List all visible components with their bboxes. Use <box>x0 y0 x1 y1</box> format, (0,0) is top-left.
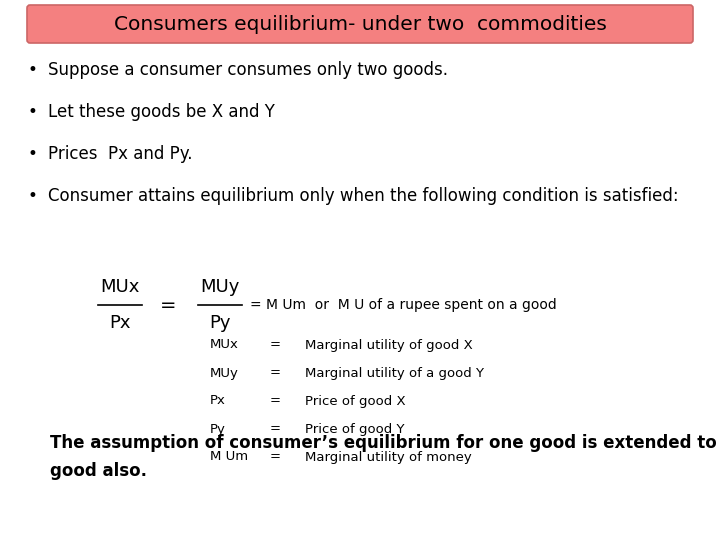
Text: =: = <box>269 395 281 408</box>
Text: =: = <box>269 339 281 352</box>
Text: Marginal utility of money: Marginal utility of money <box>305 450 472 463</box>
Text: Consumers equilibrium- under two  commodities: Consumers equilibrium- under two commodi… <box>114 15 606 33</box>
Text: Price of good Y: Price of good Y <box>305 422 405 435</box>
Text: •: • <box>28 187 38 205</box>
Text: •: • <box>28 103 38 121</box>
Text: •: • <box>28 61 38 79</box>
Text: =: = <box>269 367 281 380</box>
Text: =: = <box>269 450 281 463</box>
Text: The assumption of consumer’s equilibrium for one good is extended to two
good al: The assumption of consumer’s equilibrium… <box>50 434 720 480</box>
Text: MUx: MUx <box>210 339 239 352</box>
Text: Consumer attains equilibrium only when the following condition is satisfied:: Consumer attains equilibrium only when t… <box>48 187 679 205</box>
Text: Price of good X: Price of good X <box>305 395 405 408</box>
Text: Px: Px <box>210 395 226 408</box>
Text: Marginal utility of good X: Marginal utility of good X <box>305 339 473 352</box>
Text: MUy: MUy <box>200 278 240 296</box>
Text: •: • <box>28 145 38 163</box>
Text: Px: Px <box>109 314 131 332</box>
FancyBboxPatch shape <box>27 5 693 43</box>
Text: MUy: MUy <box>210 367 239 380</box>
Text: Suppose a consumer consumes only two goods.: Suppose a consumer consumes only two goo… <box>48 61 448 79</box>
Text: Py: Py <box>210 422 226 435</box>
Text: Marginal utility of a good Y: Marginal utility of a good Y <box>305 367 484 380</box>
Text: =: = <box>269 422 281 435</box>
Text: = M Um  or  M U of a rupee spent on a good: = M Um or M U of a rupee spent on a good <box>250 298 557 312</box>
Text: Let these goods be X and Y: Let these goods be X and Y <box>48 103 275 121</box>
Text: MUx: MUx <box>100 278 140 296</box>
Text: M Um: M Um <box>210 450 248 463</box>
Text: =: = <box>160 295 176 314</box>
Text: Prices  Px and Py.: Prices Px and Py. <box>48 145 192 163</box>
Text: Py: Py <box>210 314 230 332</box>
